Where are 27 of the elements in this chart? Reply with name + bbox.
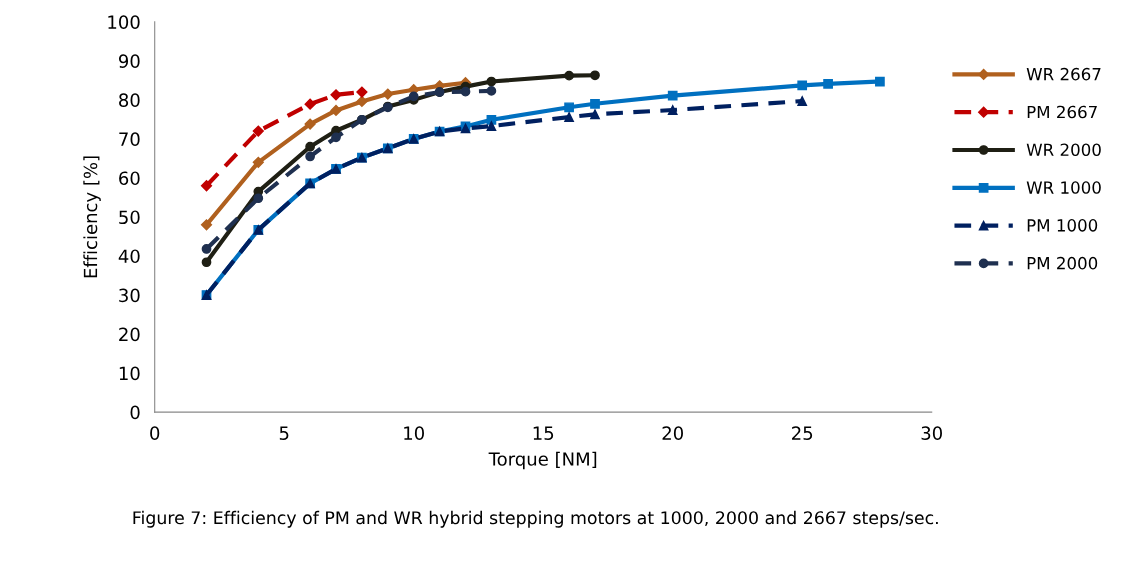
legend-label: PM 1000 — [1027, 219, 1098, 232]
y-tick-label: 20 — [119, 327, 140, 342]
caption: Figure 7: Efficiency of PM and WR hybrid stepping motors at 1000, 2000 and 2667 steps/sec. — [133, 510, 938, 528]
y-tick-label: 0 — [130, 405, 140, 420]
x-tick-label: 0 — [150, 426, 160, 440]
x-tick-label: 20 — [662, 426, 683, 440]
legend-label: PM 2667 — [1027, 105, 1097, 119]
x-tick-label: 5 — [279, 426, 289, 440]
x-tick-label: 25 — [792, 426, 813, 440]
legend-label: WR 1000 — [1026, 181, 1101, 194]
y-tick-label: 30 — [119, 288, 140, 303]
legend-label: WR 2000 — [1026, 143, 1101, 157]
y-axis-title: Efficiency [%] — [83, 156, 101, 278]
legend-label: PM 2000 — [1027, 256, 1098, 270]
y-tick-label: 60 — [119, 171, 140, 186]
x-tick-label: 10 — [404, 426, 424, 440]
x-tick-label: 15 — [533, 426, 554, 440]
x-axis-title: Torque [NM] — [488, 451, 597, 470]
y-tick-label: 50 — [119, 210, 140, 225]
y-tick-label: 70 — [119, 132, 140, 147]
legend-label: WR 2667 — [1026, 67, 1101, 81]
y-tick-label: 100 — [108, 15, 140, 29]
x-tick-label: 30 — [921, 426, 942, 440]
y-tick-label: 80 — [119, 93, 140, 107]
y-tick-label: 10 — [119, 366, 140, 381]
y-tick-label: 40 — [118, 249, 140, 264]
y-tick-label: 90 — [118, 54, 140, 68]
